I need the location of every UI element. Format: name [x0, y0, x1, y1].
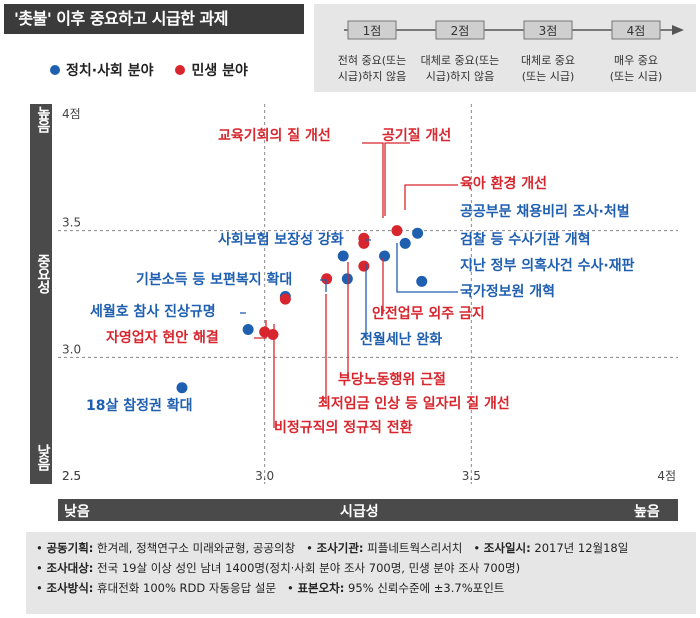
scale-point-label: 1점: [363, 24, 382, 38]
x-tick-label: 2.5: [62, 469, 81, 483]
point-label: 안전업무 외주 금지: [372, 305, 485, 322]
scale-point-box: [347, 20, 397, 40]
footer-key: 조사일시:: [483, 541, 531, 555]
y-axis-low: 낮음: [35, 444, 51, 470]
footer-row-1: • 공동기획: 한겨레, 정책연구소 미래와균형, 공공의창 • 조사기관: 피…: [36, 541, 629, 555]
data-point: [379, 250, 391, 262]
scale-point-box: [523, 20, 573, 40]
footer-value: 피플네트웍스리서치: [367, 541, 463, 555]
scale-point-label: 3점: [539, 24, 558, 38]
point-label: 검찰 등 수사기관 개혁: [460, 231, 591, 248]
scale-desc-line1: 대체로 중요: [521, 54, 575, 67]
footer-value: 전국 19살 이상 성인 남녀 1400명(정치·사회 분야 조사 700명, …: [97, 561, 521, 575]
leader-line: [384, 142, 410, 216]
y-axis-high: 높음: [35, 106, 51, 132]
point-label: 전월세난 완화: [360, 331, 442, 348]
footer-key: 조사방식:: [46, 581, 94, 595]
data-point: [337, 250, 349, 262]
scale-desc-line1: 전혀 중요(또는: [338, 54, 407, 67]
legend-political-label: 정치·사회 분야: [66, 63, 154, 79]
point-label: 공공부문 채용비리 조사·처벌: [460, 203, 630, 220]
footer-row-3: • 조사방식: 휴대전화 100% RDD 자동응답 설문 • 표본오차: 95…: [36, 581, 505, 595]
x-tick-label: 4점: [657, 469, 676, 483]
x-axis-high: 높음: [634, 504, 660, 520]
point-label: 기본소득 등 보편복지 확대: [136, 271, 292, 288]
x-axis-low: 낮음: [64, 504, 90, 520]
legend-political: 정치·사회 분야: [50, 60, 153, 80]
y-axis-title: 중요성: [35, 254, 51, 293]
leader-line: [404, 184, 458, 210]
scale-desc-line1: 매우 중요: [614, 54, 658, 67]
scale-point-box: [435, 20, 485, 40]
scale-desc-line2: (또는 시급): [610, 70, 663, 83]
survey-footer: • 공동기획: 한겨레, 정책연구소 미래와균형, 공공의창 • 조사기관: 피…: [26, 532, 696, 614]
data-point: [358, 260, 370, 272]
data-point: [416, 275, 428, 287]
y-tick-label: 3.5: [62, 216, 81, 230]
plot-area: [58, 104, 678, 484]
y-tick-label: 2.5: [62, 469, 81, 483]
data-point: [321, 273, 333, 285]
legend-livelihood-label: 민생 분야: [191, 63, 248, 79]
x-tick-label: 3.0: [255, 469, 274, 483]
point-label: 육아 환경 개선: [460, 175, 547, 192]
footer-key: 조사기관:: [316, 541, 364, 555]
scale-point-label: 4점: [627, 24, 646, 38]
point-label: 공기질 개선: [382, 128, 451, 144]
footer-value: 한겨레, 정책연구소 미래와균형, 공공의창: [97, 541, 296, 555]
scale-arrow: [672, 25, 684, 35]
data-point: [399, 237, 411, 249]
data-point: [279, 293, 291, 305]
data-point: [412, 227, 424, 239]
y-axis-bar: 높음 중요성 낮음: [30, 104, 52, 484]
scale-desc-line2: 시급)하지 않음: [426, 69, 495, 83]
scale-desc-line1: 대체로 중요(또는: [421, 54, 500, 67]
legend-political-dot: [50, 65, 60, 75]
leader-line: [396, 243, 458, 293]
point-label: 지난 정부 의혹사건 수사·재판: [460, 257, 635, 274]
point-label: 세월호 참사 진상규명: [90, 303, 216, 320]
footer-value: 휴대전화 100% RDD 자동응답 설문: [97, 581, 277, 595]
footer-value: 2017년 12월18일: [534, 541, 629, 555]
scale-point-box: [611, 20, 661, 40]
point-label: 18살 참정권 확대: [86, 397, 193, 414]
scale-desc-line2: (또는 시급): [522, 70, 575, 83]
data-point: [341, 273, 353, 285]
x-axis-title: 시급성: [340, 504, 379, 520]
point-label: 사회보험 보장성 강화: [218, 231, 344, 248]
data-point: [267, 329, 279, 341]
data-point: [242, 323, 254, 335]
y-tick-label: 4점: [62, 107, 81, 121]
footer-key: 조사대상:: [46, 561, 94, 575]
leader-line: [362, 142, 384, 218]
x-axis-bar: 낮음 시급성 높음: [58, 499, 678, 521]
x-tick-label: 3.5: [462, 469, 481, 483]
point-label: 부당노동행위 근절: [338, 371, 446, 388]
scale-point-label: 2점: [451, 24, 470, 38]
leader-line: [254, 320, 267, 339]
point-label: 비정규직의 정규직 전환: [274, 419, 413, 436]
scale-desc-line2: 시급)하지 않음: [338, 69, 407, 83]
data-point: [391, 225, 403, 237]
point-label: 최저임금 인상 등 일자리 질 개선: [318, 395, 510, 412]
legend-livelihood: 민생 분야: [175, 60, 248, 80]
data-point: [176, 382, 188, 394]
y-tick-label: 3.0: [62, 342, 81, 356]
point-label: 자영업자 현안 해결: [106, 329, 219, 346]
footer-value: 95% 신뢰수준에 ±3.7%포인트: [348, 581, 505, 595]
point-label: 교육기회의 질 개선: [218, 127, 331, 144]
footer-row-2: • 조사대상: 전국 19살 이상 성인 남녀 1400명(정치·사회 분야 조…: [36, 561, 521, 575]
leader-line: [320, 279, 327, 292]
legend-livelihood-dot: [175, 65, 186, 75]
point-label: 국가정보원 개혁: [460, 283, 555, 300]
chart-title: '촛불' 이후 중요하고 시급한 과제: [4, 4, 304, 34]
footer-key: 표본오차:: [297, 581, 345, 595]
data-point: [259, 326, 271, 338]
category-legend: 정치·사회 분야 민생 분야: [50, 60, 248, 80]
footer-key: 공동기획:: [46, 541, 94, 555]
